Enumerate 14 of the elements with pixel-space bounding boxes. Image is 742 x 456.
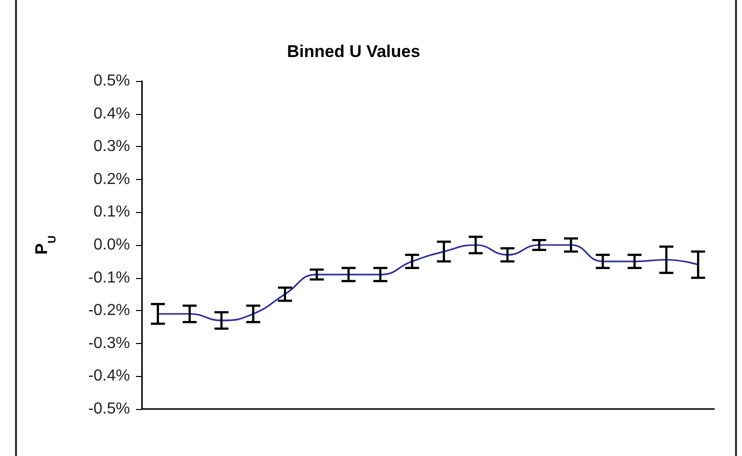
- y-tick-label: -0.3%: [88, 334, 130, 352]
- y-tick-label: 0.2%: [94, 170, 130, 188]
- y-axis-title: PU: [32, 235, 58, 255]
- y-tick-label: 0.5%: [94, 72, 130, 90]
- y-tick-label: -0.5%: [88, 400, 130, 418]
- y-tick-label: -0.2%: [88, 302, 130, 320]
- y-tick-label: 0.1%: [94, 204, 130, 221]
- line-series: [157, 244, 699, 322]
- y-tick-label: 0.0%: [94, 236, 130, 254]
- y-tick-label: 0.4%: [94, 105, 130, 122]
- y-tick-label: 0.3%: [94, 138, 130, 156]
- y-tick-label: -0.1%: [88, 269, 130, 286]
- chart-title: Binned U Values: [287, 42, 420, 61]
- y-tick-label: -0.4%: [88, 368, 130, 385]
